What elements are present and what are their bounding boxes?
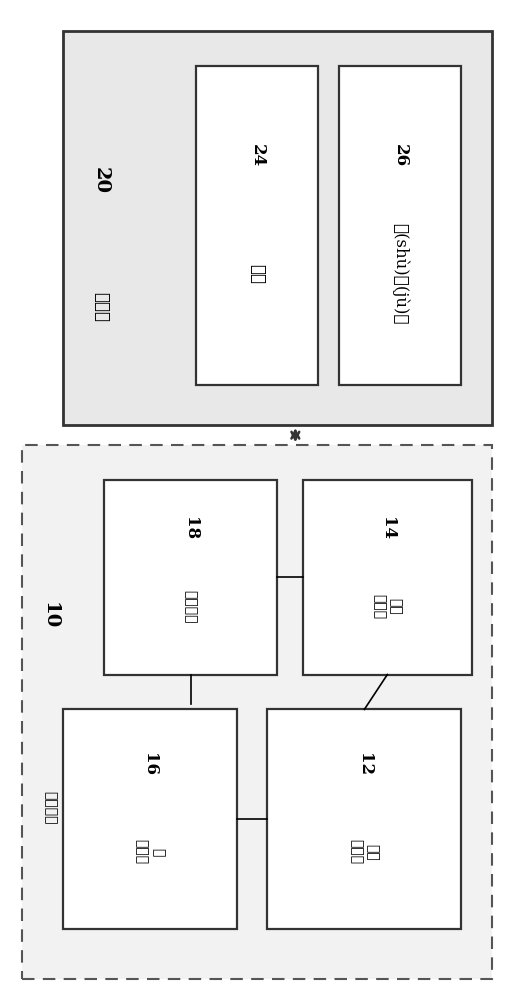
Text: 18: 18: [182, 517, 199, 540]
Text: 20: 20: [92, 167, 110, 194]
Text: 流
分析器: 流 分析器: [135, 839, 165, 865]
Text: 24: 24: [248, 144, 266, 167]
Text: 12: 12: [356, 753, 373, 776]
Bar: [63, 31, 492, 425]
Bar: [339, 66, 462, 385]
Text: 測量
指示器: 測量 指示器: [349, 839, 379, 865]
Text: 26: 26: [392, 144, 409, 167]
Bar: [63, 709, 236, 929]
Text: 16: 16: [141, 753, 158, 776]
Text: 處理電路: 處理電路: [43, 791, 57, 825]
Text: 14: 14: [379, 517, 396, 540]
Text: 10: 10: [41, 602, 59, 630]
Text: 代理
控制器: 代理 控制器: [372, 594, 402, 619]
Bar: [22, 445, 492, 979]
Bar: [267, 709, 462, 929]
Text: 數(shù)據(jù)庫: 數(shù)據(jù)庫: [391, 223, 409, 324]
Text: 存儲器: 存儲器: [93, 292, 109, 322]
Text: 流選擇器: 流選擇器: [183, 590, 197, 623]
Bar: [196, 66, 318, 385]
Bar: [303, 480, 472, 675]
Text: 軟件: 軟件: [248, 264, 266, 284]
Bar: [104, 480, 278, 675]
